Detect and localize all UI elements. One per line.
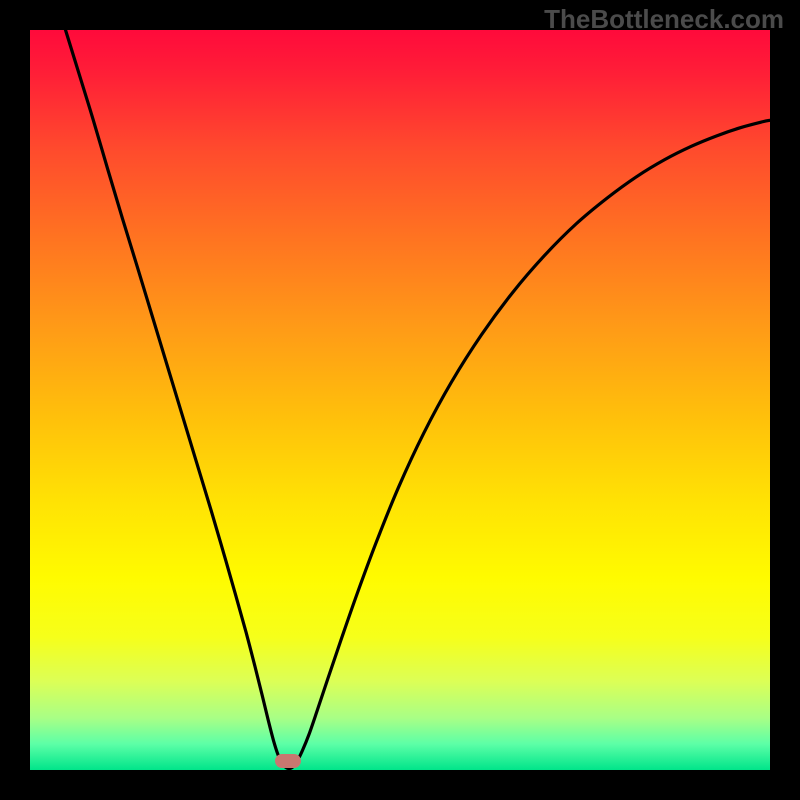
optimum-marker — [275, 754, 301, 768]
gradient-background — [30, 30, 770, 770]
chart-stage: TheBottleneck.com — [0, 0, 800, 800]
plot-area — [30, 30, 770, 770]
watermark-text: TheBottleneck.com — [544, 4, 784, 35]
